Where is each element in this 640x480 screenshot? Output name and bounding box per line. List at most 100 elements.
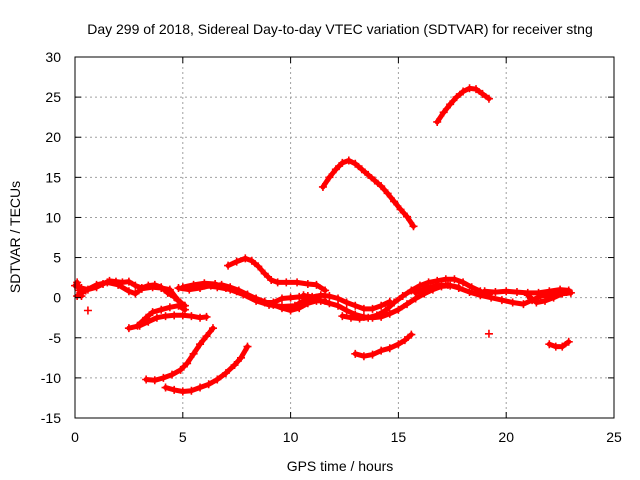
data-point-marker	[476, 291, 485, 300]
data-point-marker	[441, 275, 450, 284]
data-point-marker	[394, 340, 403, 349]
data-point-marker	[152, 313, 161, 322]
series-arc-14	[351, 330, 416, 361]
data-point-marker	[247, 256, 256, 265]
data-point-marker	[465, 84, 474, 93]
grid-layer	[75, 57, 614, 418]
data-point-marker	[168, 370, 177, 379]
data-point-marker	[77, 292, 86, 301]
data-point-marker	[398, 292, 407, 301]
data-point-marker	[558, 289, 567, 298]
y-tick-label: 5	[53, 250, 61, 266]
data-point-marker	[176, 365, 185, 374]
data-point-marker	[364, 170, 373, 179]
series-trace	[225, 255, 328, 293]
data-point-marker	[409, 222, 418, 231]
series-trace	[143, 325, 216, 383]
data-point-marker	[157, 305, 166, 314]
data-point-marker	[312, 280, 321, 289]
data-point-marker	[439, 108, 448, 117]
data-point-marker	[331, 165, 340, 174]
data-point-marker	[316, 296, 325, 305]
data-point-marker	[342, 306, 351, 315]
series-layer	[71, 84, 575, 396]
data-point-marker	[400, 336, 409, 345]
data-point-marker	[92, 280, 101, 289]
data-point-marker	[165, 303, 174, 312]
y-tick-label: -10	[41, 370, 61, 386]
x-tick-label: 0	[71, 429, 79, 445]
data-point-marker	[377, 182, 386, 191]
data-point-marker	[364, 313, 373, 322]
data-point-marker	[187, 312, 196, 321]
data-point-marker	[159, 373, 168, 382]
data-point-marker	[325, 292, 334, 301]
data-point-marker	[338, 158, 347, 167]
series-arc-15	[433, 84, 493, 126]
data-point-marker	[73, 278, 82, 287]
data-point-marker	[385, 309, 394, 318]
data-point-marker	[433, 281, 442, 290]
data-point-marker	[290, 301, 299, 310]
y-tick-label: 15	[45, 169, 61, 185]
data-point-marker	[443, 280, 452, 289]
data-point-marker	[124, 277, 133, 286]
data-point-marker	[161, 383, 170, 392]
data-point-marker	[277, 294, 286, 303]
data-point-marker	[411, 288, 420, 297]
data-point-marker	[277, 302, 286, 311]
data-point-marker	[368, 350, 377, 359]
series-arc-16	[411, 280, 571, 309]
series-arc-22	[73, 278, 86, 301]
series-arc-2	[73, 278, 183, 305]
data-point-marker	[534, 288, 543, 297]
data-point-marker	[334, 301, 343, 310]
y-tick-label: 25	[45, 89, 61, 105]
data-point-marker	[532, 298, 541, 307]
data-point-marker	[519, 300, 528, 309]
data-point-marker	[508, 298, 517, 307]
data-point-marker	[334, 294, 343, 303]
data-point-marker	[549, 293, 558, 302]
data-point-marker	[196, 313, 205, 322]
data-point-marker	[403, 300, 412, 309]
data-point-marker	[178, 387, 187, 396]
data-point-marker	[299, 291, 308, 300]
data-point-marker	[351, 159, 360, 168]
data-point-marker	[265, 300, 274, 309]
data-point-marker	[148, 283, 157, 292]
data-point-marker	[355, 314, 364, 323]
data-point-marker	[377, 346, 386, 355]
data-point-marker	[357, 165, 366, 174]
data-point-marker	[491, 288, 500, 297]
data-point-marker	[170, 385, 179, 394]
data-point-marker	[189, 349, 198, 358]
data-point-marker	[142, 375, 151, 384]
data-point-marker	[383, 189, 392, 198]
data-point-marker	[512, 288, 521, 297]
data-point-marker	[237, 353, 246, 362]
data-point-marker	[131, 281, 140, 290]
data-point-marker	[346, 313, 355, 322]
data-point-marker	[213, 283, 222, 292]
data-point-marker	[83, 306, 92, 315]
data-point-marker	[351, 349, 360, 358]
data-point-marker	[208, 324, 217, 333]
data-point-marker	[221, 369, 230, 378]
data-point-marker	[142, 313, 151, 322]
data-point-marker	[232, 257, 241, 266]
data-point-marker	[187, 386, 196, 395]
data-point-marker	[338, 312, 347, 321]
data-point-marker	[433, 117, 442, 126]
data-point-marker	[213, 375, 222, 384]
data-point-marker	[403, 212, 412, 221]
data-point-marker	[344, 156, 353, 165]
data-point-marker	[325, 299, 334, 308]
x-tick-label: 15	[391, 429, 407, 445]
data-point-marker	[370, 176, 379, 185]
data-point-marker	[541, 296, 550, 305]
data-point-marker	[545, 287, 554, 296]
data-point-marker	[407, 330, 416, 339]
data-point-marker	[465, 288, 474, 297]
data-point-marker	[226, 285, 235, 294]
